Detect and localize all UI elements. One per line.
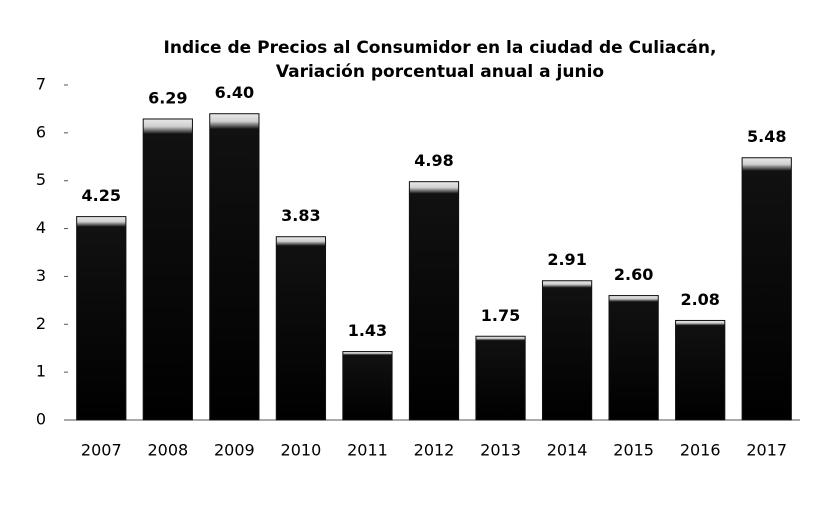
y-tick-label: 6 [36, 122, 46, 141]
value-label: 6.40 [215, 83, 254, 102]
value-label: 2.60 [614, 265, 653, 284]
x-tick-label: 2007 [81, 441, 122, 460]
y-tick-label: 2 [36, 314, 46, 333]
value-label: 1.75 [481, 306, 520, 325]
y-tick-label: 7 [36, 75, 46, 94]
x-tick-label: 2013 [480, 441, 521, 460]
x-tick-label: 2008 [147, 441, 188, 460]
value-label: 4.25 [82, 186, 121, 205]
value-label: 3.83 [281, 206, 320, 225]
y-tick-label: 3 [36, 266, 46, 285]
x-tick-label: 2016 [680, 441, 721, 460]
x-tick-label: 2015 [613, 441, 654, 460]
bar [675, 319, 726, 421]
bar [408, 181, 460, 421]
chart-title: Variación porcentual anual a junio [276, 62, 604, 82]
value-label: 4.98 [414, 151, 453, 170]
x-tick-label: 2017 [746, 441, 787, 460]
x-tick-label: 2012 [414, 441, 455, 460]
y-tick-label: 4 [36, 218, 46, 237]
bar [608, 295, 659, 421]
bar [275, 236, 327, 421]
bar [475, 335, 526, 421]
value-label: 2.08 [680, 290, 719, 309]
bar [209, 113, 260, 421]
bar [142, 118, 193, 421]
bar [342, 351, 393, 421]
x-tick-label: 2009 [214, 441, 255, 460]
chart-title: Indice de Precios al Consumidor en la ci… [164, 38, 717, 58]
bar [76, 216, 127, 421]
value-label: 5.48 [747, 127, 786, 146]
y-tick-label: 0 [36, 410, 46, 429]
x-tick-label: 2014 [547, 441, 588, 460]
y-tick-label: 5 [36, 170, 46, 189]
value-label: 2.91 [547, 250, 586, 269]
value-label: 1.43 [348, 321, 387, 340]
y-tick-label: 1 [36, 362, 46, 381]
bar [541, 280, 593, 421]
x-tick-label: 2011 [347, 441, 388, 460]
bar [741, 157, 792, 421]
x-tick-label: 2010 [281, 441, 322, 460]
value-label: 6.29 [148, 88, 187, 107]
